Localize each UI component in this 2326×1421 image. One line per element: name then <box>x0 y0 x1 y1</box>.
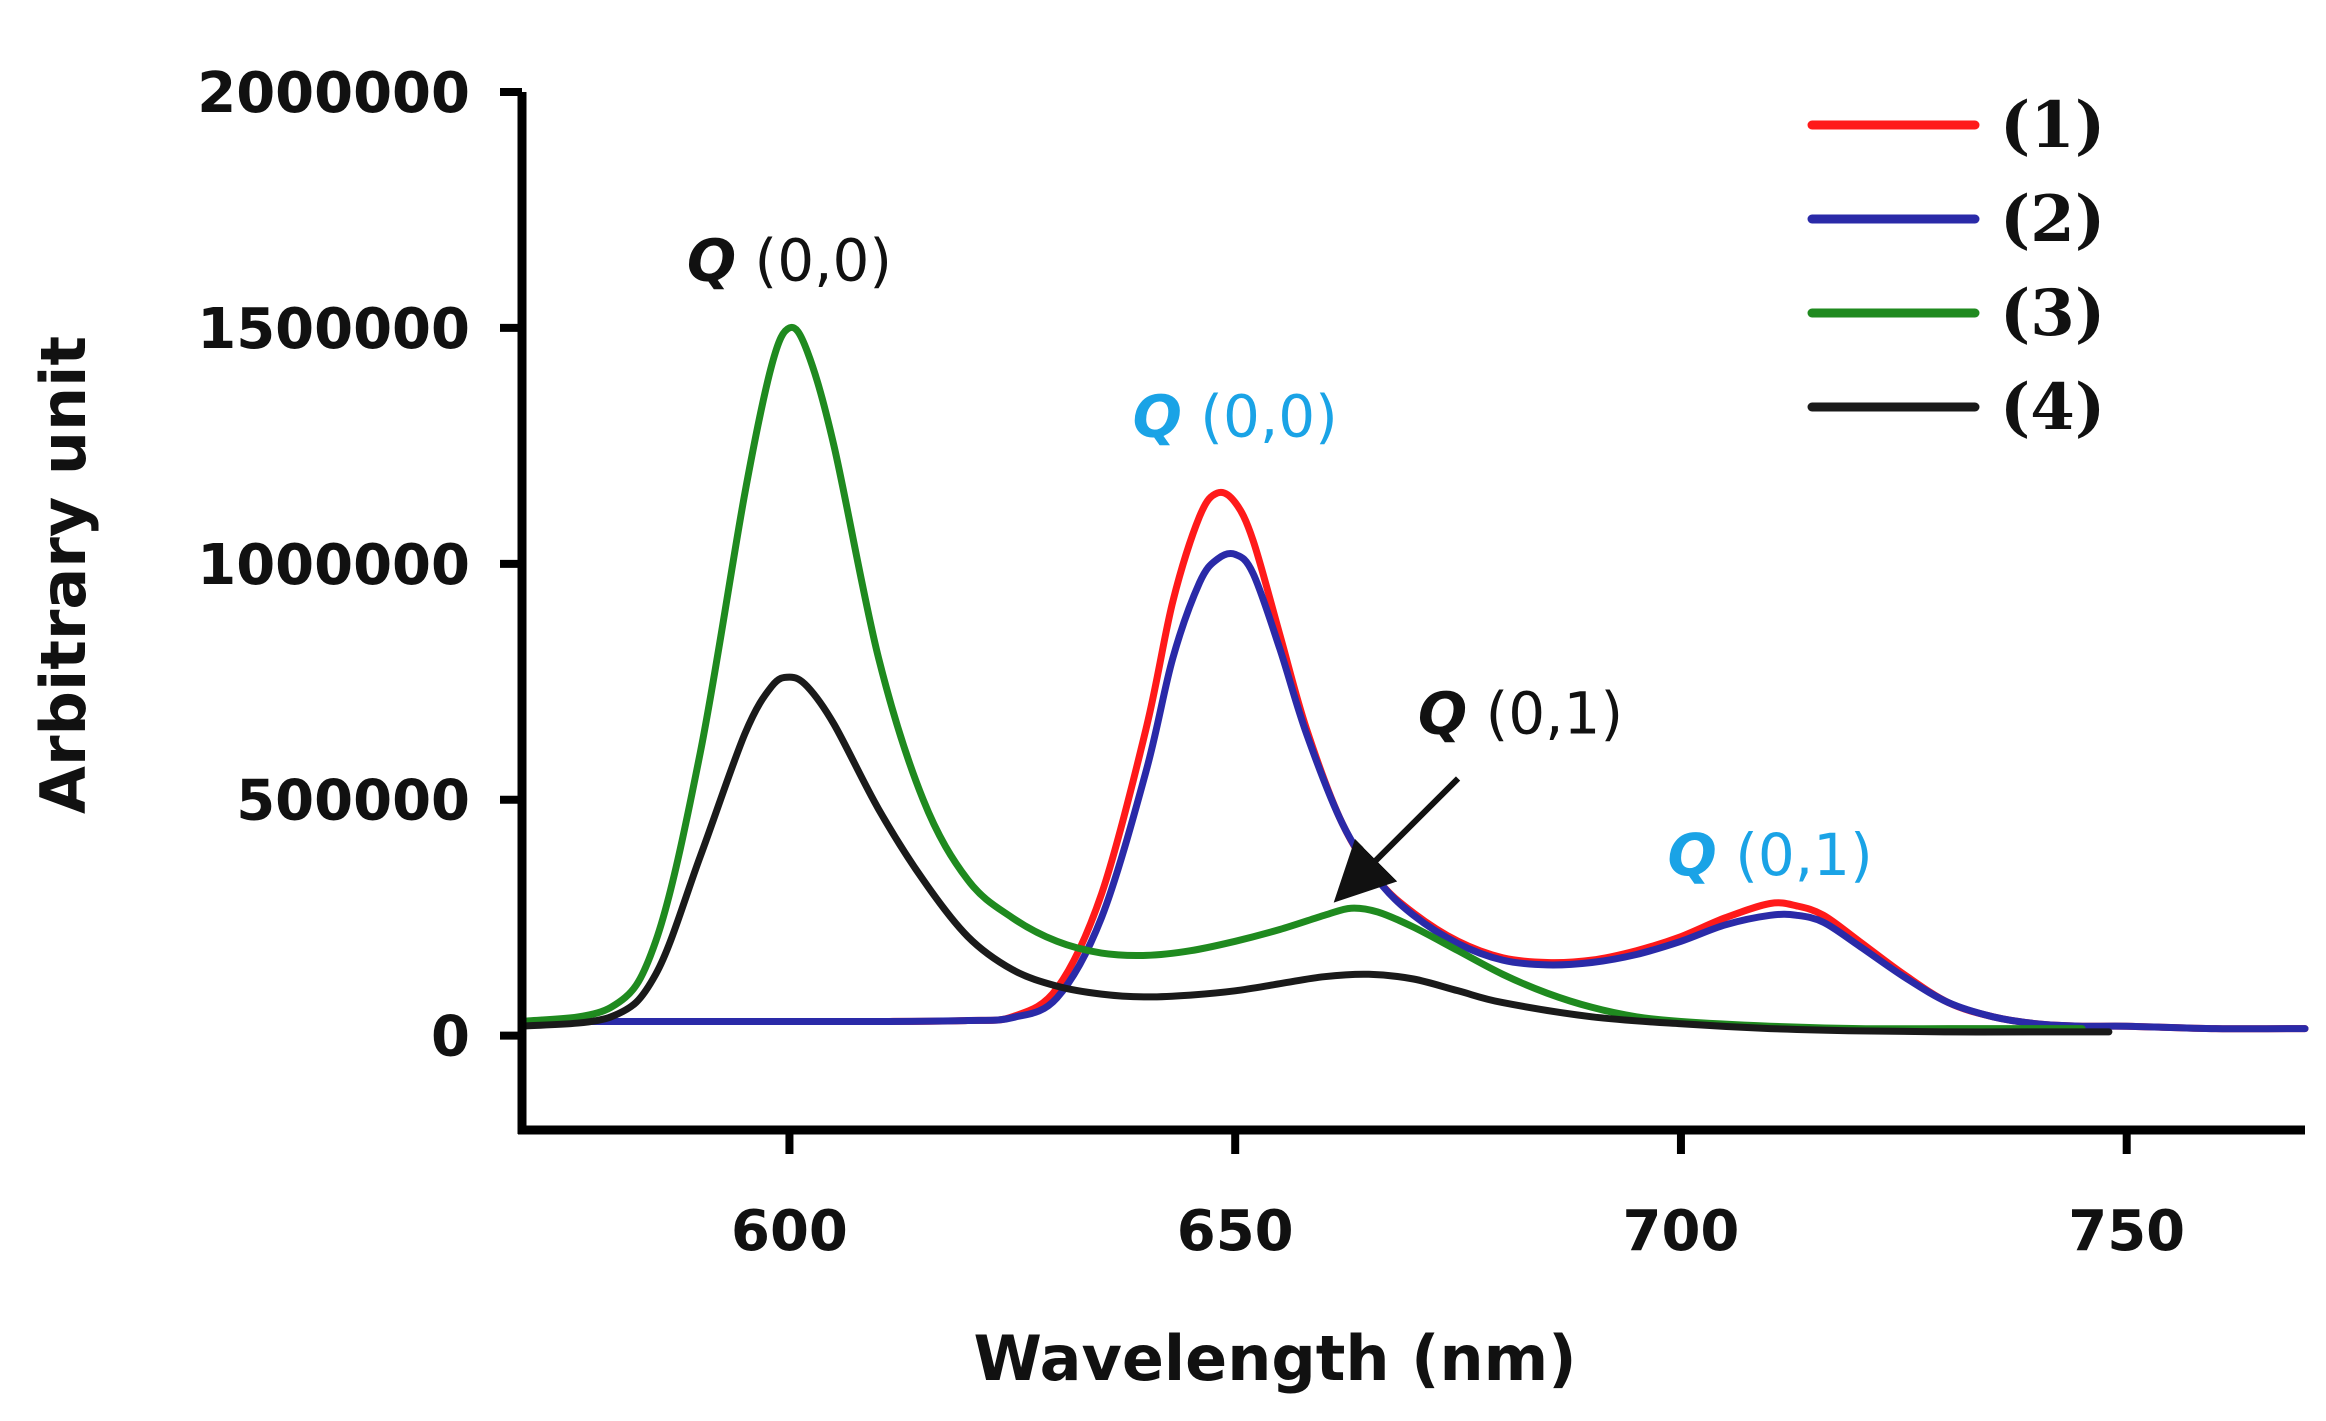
y-tick-label: 0 <box>431 1005 470 1070</box>
y-tick-label: 1000000 <box>197 533 470 598</box>
x-tick-label: 650 <box>1177 1199 1294 1264</box>
series-line-1 <box>518 488 2309 1033</box>
y-axis-title: Arbitrary unit <box>27 336 100 814</box>
legend-label-1: (1) <box>2000 88 2105 163</box>
tick-labels: 0 500000 1000000 1500000 2000000 600 650 700 750 <box>197 61 2185 1264</box>
peak-annotation-3: Q (0,1) <box>1418 680 1623 748</box>
y-tick-label: 1500000 <box>197 297 470 362</box>
y-tick-label: 2000000 <box>197 61 470 126</box>
x-tick-label: 700 <box>1622 1199 1739 1264</box>
peak-annotation-2: Q (0,0) <box>1133 382 1338 450</box>
legend-label-2: (2) <box>2000 182 2105 257</box>
annotation-arrow <box>1333 776 1461 903</box>
legend: (1) (2) (3) (4) <box>1807 88 2105 445</box>
annotations: Q (0,0) Q (0,0) Q (0,1) Q (0,1) <box>687 227 1873 903</box>
legend-label-4: (4) <box>2000 370 2105 445</box>
series-line-4 <box>518 673 2113 1036</box>
series-line-2 <box>518 549 2309 1033</box>
y-tick-label: 500000 <box>236 769 470 834</box>
peak-annotation-4: Q (0,1) <box>1667 821 1872 889</box>
x-axis-title: Wavelength (nm) <box>973 1322 1576 1395</box>
axes <box>500 88 2305 1154</box>
x-tick-label: 600 <box>731 1199 848 1264</box>
x-tick-label: 750 <box>2068 1199 2185 1264</box>
peak-annotation-1: Q (0,0) <box>687 227 892 295</box>
legend-label-3: (3) <box>2000 276 2105 351</box>
